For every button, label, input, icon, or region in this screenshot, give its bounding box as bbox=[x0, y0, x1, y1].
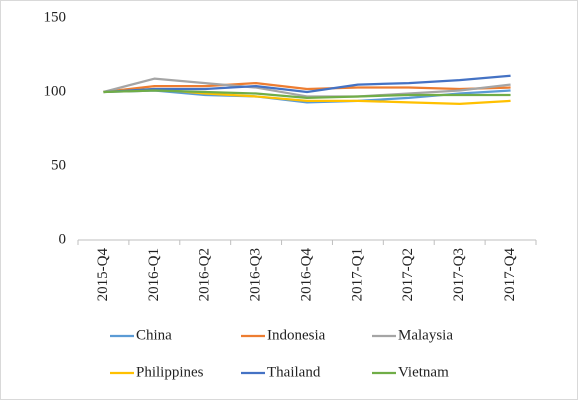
x-tick-label: 2017-Q2 bbox=[400, 248, 416, 301]
y-tick-label: 0 bbox=[59, 231, 67, 247]
legend-label: Indonesia bbox=[267, 327, 326, 343]
x-tick-label: 2016-Q2 bbox=[197, 248, 213, 301]
y-tick-label: 100 bbox=[44, 83, 67, 99]
y-tick-label: 150 bbox=[44, 9, 67, 25]
x-tick-label: 2015-Q4 bbox=[95, 248, 111, 302]
legend-label: Malaysia bbox=[398, 327, 453, 343]
line-series bbox=[103, 81, 511, 94]
y-tick-label: 50 bbox=[51, 157, 66, 173]
x-tick-label: 2017-Q1 bbox=[349, 248, 365, 301]
x-tick-label: 2016-Q1 bbox=[146, 248, 162, 301]
line-series bbox=[103, 74, 511, 94]
x-tick-label: 2017-Q3 bbox=[451, 248, 467, 301]
legend-label: Thailand bbox=[267, 364, 321, 380]
legend-label: Vietnam bbox=[398, 364, 449, 380]
line-series bbox=[103, 89, 511, 100]
line-series bbox=[103, 77, 511, 98]
legend-label: China bbox=[136, 327, 172, 343]
x-tick-label: 2017-Q4 bbox=[502, 248, 518, 302]
x-tick-label: 2016-Q3 bbox=[248, 248, 264, 301]
x-tick-label: 2016-Q4 bbox=[298, 248, 314, 302]
legend-label: Philippines bbox=[136, 364, 204, 380]
